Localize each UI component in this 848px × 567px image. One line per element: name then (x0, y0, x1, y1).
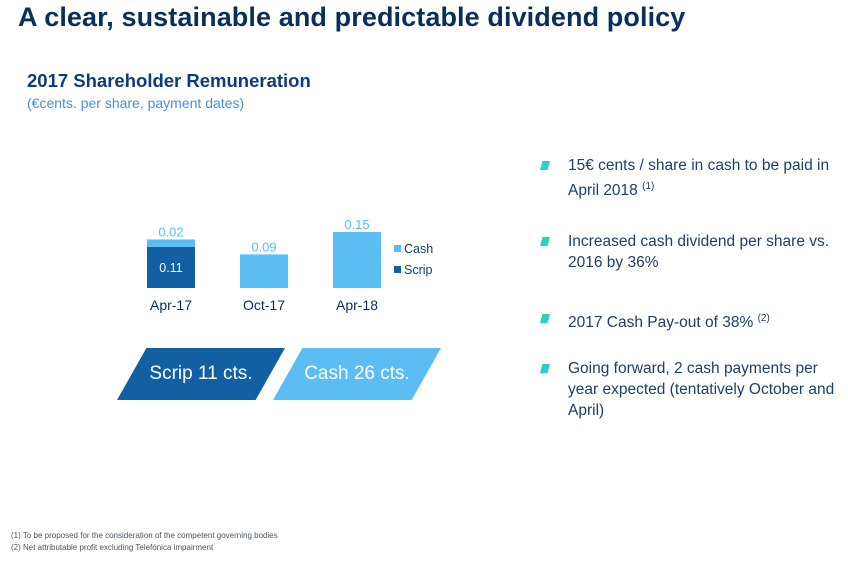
x-tick-label: Oct-17 (243, 297, 285, 313)
bullet-text: 2017 Cash Pay-out of 38% (568, 314, 754, 332)
footnote-2: (2) Net attributable profit excluding Te… (11, 543, 214, 552)
footnote-ref: (1) (642, 181, 655, 192)
page-title: A clear, sustainable and predictable div… (18, 2, 686, 32)
bar-cash-Apr-17 (147, 239, 195, 247)
data-label-scrip: 0.11 (159, 261, 182, 275)
footnote-ref: (2) (757, 313, 770, 324)
bullet-text: 15€ cents / share in cash to be paid in … (568, 157, 830, 200)
section-subtitle: 2017 Shareholder Remuneration (27, 70, 311, 91)
bullet-item: Going forward, 2 cash payments per year … (540, 358, 840, 421)
legend-label-cash: Cash (404, 242, 433, 256)
legend-label-scrip: Scrip (404, 263, 433, 277)
bullet-item: 15€ cents / share in cash to be paid in … (540, 155, 840, 201)
legend-swatch-scrip (394, 266, 401, 273)
scrip-total-banner: Scrip 11 cts. (117, 348, 285, 400)
bar-scrip-Apr-17 (147, 246, 195, 288)
data-label-cash: 0.15 (344, 217, 369, 232)
bar-cash-Apr-18 (333, 232, 381, 288)
units-note: (€cents. per share, payment dates) (27, 95, 245, 111)
cash-total-banner: Cash 26 cts. (273, 348, 441, 400)
legend-swatch-cash (394, 245, 401, 252)
bullet-text: Increased cash dividend per share vs. 20… (568, 233, 830, 271)
x-tick-label: Apr-17 (150, 297, 192, 313)
bullet-item: Increased cash dividend per share vs. 20… (540, 231, 840, 273)
data-label-cash: 0.02 (158, 224, 183, 239)
bullet-marker-icon (540, 237, 550, 246)
footnotes: (1) To be proposed for the consideration… (11, 530, 278, 554)
bullet-item: 2017 Cash Pay-out of 38% (2) (540, 308, 840, 333)
footnote-1: (1) To be proposed for the consideration… (11, 531, 278, 540)
bar-cash-Oct-17 (240, 254, 288, 288)
bullet-marker-icon (540, 161, 550, 170)
bullet-text: Going forward, 2 cash payments per year … (568, 360, 835, 419)
bullet-marker-icon (540, 314, 550, 323)
bullet-marker-icon (540, 364, 550, 373)
data-label-cash: 0.09 (251, 239, 276, 254)
x-tick-label: Apr-18 (336, 297, 378, 313)
